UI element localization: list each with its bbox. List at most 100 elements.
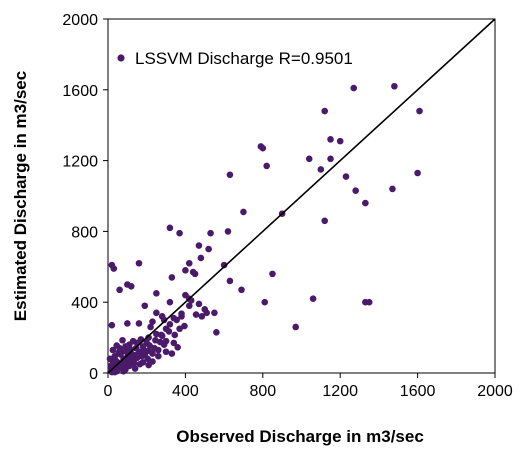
data-point — [166, 224, 174, 232]
y-axis-tick-labels: 0 400 800 1200 1600 2000 — [62, 12, 98, 383]
data-point — [226, 171, 234, 179]
data-point — [110, 265, 118, 272]
data-point — [342, 173, 350, 180]
data-point — [174, 344, 181, 351]
x-tick-label: 1200 — [322, 383, 358, 400]
data-point — [162, 348, 170, 356]
data-point — [352, 187, 359, 194]
data-point — [207, 229, 214, 237]
data-point — [195, 300, 203, 308]
data-point — [309, 295, 317, 302]
data-point — [149, 358, 156, 365]
data-point — [327, 136, 334, 143]
data-point — [124, 320, 131, 327]
x-tick-label: 800 — [249, 383, 276, 400]
data-point — [106, 355, 114, 363]
data-point — [213, 328, 220, 336]
data-point — [181, 322, 188, 330]
data-point — [391, 82, 398, 90]
data-point — [317, 166, 325, 173]
data-point — [135, 259, 143, 267]
data-point — [198, 313, 206, 320]
data-point — [321, 217, 329, 225]
data-point — [165, 328, 173, 335]
data-point — [151, 344, 158, 352]
data-point — [153, 309, 160, 317]
data-point — [269, 270, 276, 278]
data-point — [350, 84, 358, 92]
data-point — [149, 318, 156, 325]
data-point — [135, 320, 143, 327]
data-point — [131, 365, 139, 372]
data-point — [157, 331, 165, 339]
data-point — [166, 298, 174, 306]
data-point — [147, 323, 154, 331]
data-point — [178, 310, 185, 318]
data-point — [203, 309, 210, 317]
data-point — [155, 352, 162, 360]
y-axis-title: Estimated Discharge in m3/sec — [11, 71, 30, 321]
data-point — [146, 342, 153, 349]
data-point — [321, 107, 329, 115]
data-point — [145, 334, 152, 341]
y-tick-label: 1600 — [62, 83, 98, 100]
data-point — [140, 346, 148, 354]
data-point — [168, 350, 176, 357]
y-tick-label: 1200 — [62, 154, 98, 171]
data-point — [113, 342, 121, 349]
data-point — [152, 336, 159, 344]
data-point — [168, 274, 176, 281]
data-point — [112, 357, 120, 364]
reference-line-1to1 — [107, 18, 496, 374]
data-point — [182, 267, 189, 274]
data-point — [336, 137, 344, 145]
data-point — [170, 339, 178, 347]
legend-label: LSSVM Discharge R=0.9501 — [135, 49, 353, 68]
data-point — [220, 261, 228, 269]
data-point — [211, 309, 218, 317]
data-point — [128, 354, 136, 362]
data-point — [191, 270, 199, 278]
x-axis-title: Observed Discharge in m3/sec — [176, 427, 424, 446]
data-point — [414, 169, 421, 177]
data-point — [224, 228, 232, 235]
data-point — [176, 325, 183, 333]
data-point — [259, 144, 267, 152]
data-point — [176, 229, 183, 237]
data-point — [226, 277, 234, 285]
data-point — [238, 286, 245, 294]
data-point — [389, 185, 396, 193]
data-point — [416, 107, 423, 115]
data-point — [160, 341, 168, 348]
data-point — [365, 298, 373, 306]
data-point — [136, 360, 144, 368]
axis-ticks — [103, 18, 496, 378]
data-point — [123, 361, 130, 369]
x-axis-tick-labels: 0 400 800 1200 1600 2000 — [104, 383, 513, 400]
data-point — [261, 298, 269, 306]
data-point — [171, 331, 179, 339]
data-point — [197, 254, 205, 262]
data-point — [166, 321, 174, 328]
data-point — [292, 323, 299, 331]
x-tick-label: 400 — [172, 383, 199, 400]
x-tick-label: 0 — [104, 383, 113, 400]
data-point — [263, 162, 270, 170]
data-point — [158, 313, 166, 320]
data-point — [116, 286, 123, 294]
y-tick-label: 800 — [71, 224, 98, 241]
data-point — [141, 302, 149, 310]
legend-marker — [117, 54, 125, 62]
data-point — [173, 316, 180, 324]
legend: LSSVM Discharge R=0.9501 — [117, 49, 353, 68]
data-point — [109, 346, 117, 354]
data-point — [144, 355, 151, 363]
x-tick-label: 2000 — [477, 383, 513, 400]
y-tick-label: 2000 — [62, 12, 98, 29]
data-point — [192, 311, 200, 318]
data-point — [119, 336, 126, 344]
data-point — [362, 199, 369, 207]
data-point — [117, 351, 124, 358]
data-point — [240, 208, 247, 216]
